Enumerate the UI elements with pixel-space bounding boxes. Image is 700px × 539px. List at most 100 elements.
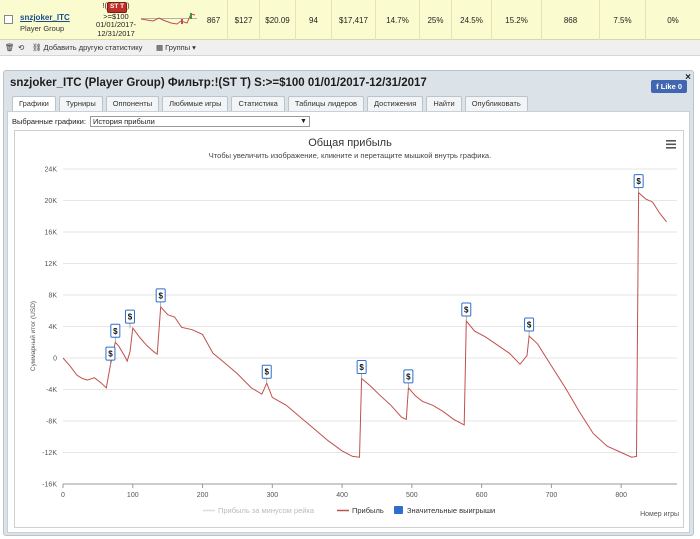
big-win-marker[interactable]: $ xyxy=(356,359,367,379)
player-name-link[interactable]: snzjoker_ITC xyxy=(20,13,70,22)
tab-statistics[interactable]: Статистика xyxy=(231,96,285,111)
stat-cell: 94 xyxy=(296,0,332,40)
tab-achievements[interactable]: Достижения xyxy=(367,96,424,111)
stat-cell: 0% xyxy=(667,15,679,25)
menu-icon[interactable] xyxy=(666,140,676,149)
y-tick-label: -16K xyxy=(42,482,57,489)
like-label: Like 0 xyxy=(660,82,682,91)
marker-box xyxy=(356,359,367,374)
groups-label: Группы xyxy=(165,43,191,52)
marker-label: $ xyxy=(527,320,532,329)
chart-selector-dropdown[interactable]: История прибыли ▼ xyxy=(89,116,310,127)
marker-label: $ xyxy=(108,350,113,359)
tab-tournaments[interactable]: Турниры xyxy=(58,96,103,111)
big-win-marker[interactable]: $ xyxy=(155,288,166,307)
x-tick-label: 300 xyxy=(266,492,278,499)
x-tick-label: 0 xyxy=(61,492,65,499)
x-axis-label: Номер игры xyxy=(640,511,679,518)
close-icon[interactable]: × xyxy=(685,72,691,83)
y-tick-label: 8K xyxy=(48,293,57,300)
chart-container: Общая прибыль Чтобы увеличить изображени… xyxy=(14,130,684,528)
y-axis: 24K 20K 16K 12K 8K 4K 0 -4K -8K -12K -16K xyxy=(42,167,57,489)
groups-button[interactable]: ▦ Группы ▾ xyxy=(156,43,196,52)
big-win-marker[interactable]: $ xyxy=(461,302,472,321)
panel-body: Выбранные графики: История прибыли ▼ Общ… xyxy=(7,111,690,533)
marker-label: $ xyxy=(128,313,133,322)
link-icon: ⛓ xyxy=(32,43,42,52)
stat-cell: 14.7% xyxy=(376,0,420,40)
y-tick-label: -4K xyxy=(46,387,57,394)
big-win-marker[interactable]: $ xyxy=(261,364,272,384)
sparkline-bar xyxy=(181,19,183,24)
tab-find[interactable]: Найти xyxy=(426,96,462,111)
big-win-marker[interactable]: $ xyxy=(633,174,644,193)
refresh-icon[interactable]: ⟲ xyxy=(18,43,25,52)
stat-cell: 868 xyxy=(542,0,600,40)
marker-label: $ xyxy=(158,291,163,300)
legend-item-rake[interactable]: Прибыль за минусом рейка xyxy=(203,506,315,515)
stat-cell: $20.09 xyxy=(260,0,296,40)
tab-opponents[interactable]: Оппоненты xyxy=(105,96,160,111)
panel-title: snzjoker_ITC (Player Group) Фильтр:!(ST … xyxy=(10,77,427,89)
legend-label: Прибыль за минусом рейка xyxy=(218,506,315,515)
player-group-label: Player Group xyxy=(20,24,65,33)
marker-label: $ xyxy=(265,368,270,377)
marker-layer: $ $ $ $ $ $ $ $ $ $ xyxy=(105,174,644,388)
chevron-down-icon: ▼ xyxy=(300,118,307,125)
chart-legend: Прибыль за минусом рейка Прибыль Значитель… xyxy=(203,506,495,515)
row-checkbox[interactable] xyxy=(4,15,13,24)
sparkline-baseline xyxy=(141,18,197,19)
filter-badge: ST T xyxy=(107,2,128,13)
x-tick-label: 100 xyxy=(127,492,139,499)
marker-box xyxy=(633,174,644,189)
stat-cell: 25% xyxy=(420,0,452,40)
chart-subtitle: Чтобы увеличить изображение, кликните и … xyxy=(209,151,491,160)
trash-icon[interactable]: 🗑 xyxy=(5,43,15,52)
marker-label: $ xyxy=(636,177,641,186)
legend-label: Прибыль xyxy=(352,506,384,515)
stats-row: snzjoker_ITC Player Group !(ST T) >=$100… xyxy=(0,0,700,40)
marker-label: $ xyxy=(464,305,469,314)
marker-box xyxy=(524,317,535,332)
marker-box xyxy=(110,323,121,338)
add-stats-label: Добавить другую статистику xyxy=(43,43,143,52)
stat-cell: 7.5% xyxy=(600,0,646,40)
grid-icon: ▦ xyxy=(156,43,164,52)
x-tick-label: 500 xyxy=(406,492,418,499)
big-win-marker[interactable]: $ xyxy=(124,309,135,329)
big-win-marker[interactable]: $ xyxy=(110,323,121,343)
chart-selector-value: История прибыли xyxy=(92,117,155,126)
big-win-marker[interactable]: $ xyxy=(105,346,116,366)
y-axis-label: Суммарный итог (USD) xyxy=(29,301,37,371)
profit-chart[interactable]: Общая прибыль Чтобы увеличить изображени… xyxy=(15,131,685,529)
x-tick-label: 200 xyxy=(197,492,209,499)
filter-line: >=$100 xyxy=(103,11,129,21)
tab-leaderboards[interactable]: Таблицы лидеров xyxy=(287,96,365,111)
facebook-like-button[interactable]: f Like 0 xyxy=(651,80,687,93)
profit-series-line xyxy=(62,191,667,458)
y-tick-label: 0 xyxy=(53,356,57,363)
y-tick-label: 4K xyxy=(48,324,57,331)
y-tick-label: 12K xyxy=(45,261,58,268)
panel-tabs: Графики Турниры Оппоненты Любимые игры С… xyxy=(12,96,528,111)
big-win-marker[interactable]: $ xyxy=(403,369,414,388)
y-tick-label: 20K xyxy=(45,198,58,205)
add-stats-button[interactable]: ⛓ Добавить другую статистику xyxy=(32,43,142,52)
marker-box xyxy=(461,302,472,317)
legend-item-big-wins[interactable]: Значительные выигрыши xyxy=(394,506,495,515)
tab-favorite-games[interactable]: Любимые игры xyxy=(162,96,229,111)
legend-item-profit[interactable]: Прибыль xyxy=(337,506,384,515)
marker-box xyxy=(261,364,272,379)
chart-title: Общая прибыль xyxy=(308,137,392,149)
grid-lines xyxy=(63,168,677,485)
legend-swatch xyxy=(394,506,403,514)
tab-publish[interactable]: Опубликовать xyxy=(464,96,528,111)
filter-line: 12/31/2017 xyxy=(97,28,135,38)
sparkline-line xyxy=(141,13,196,25)
y-tick-label: -8K xyxy=(46,419,57,426)
big-win-marker[interactable]: $ xyxy=(524,317,535,336)
x-tick-label: 600 xyxy=(476,492,488,499)
facebook-icon: f xyxy=(656,82,659,91)
tab-charts[interactable]: Графики xyxy=(12,96,56,111)
y-tick-label: 24K xyxy=(45,167,58,174)
